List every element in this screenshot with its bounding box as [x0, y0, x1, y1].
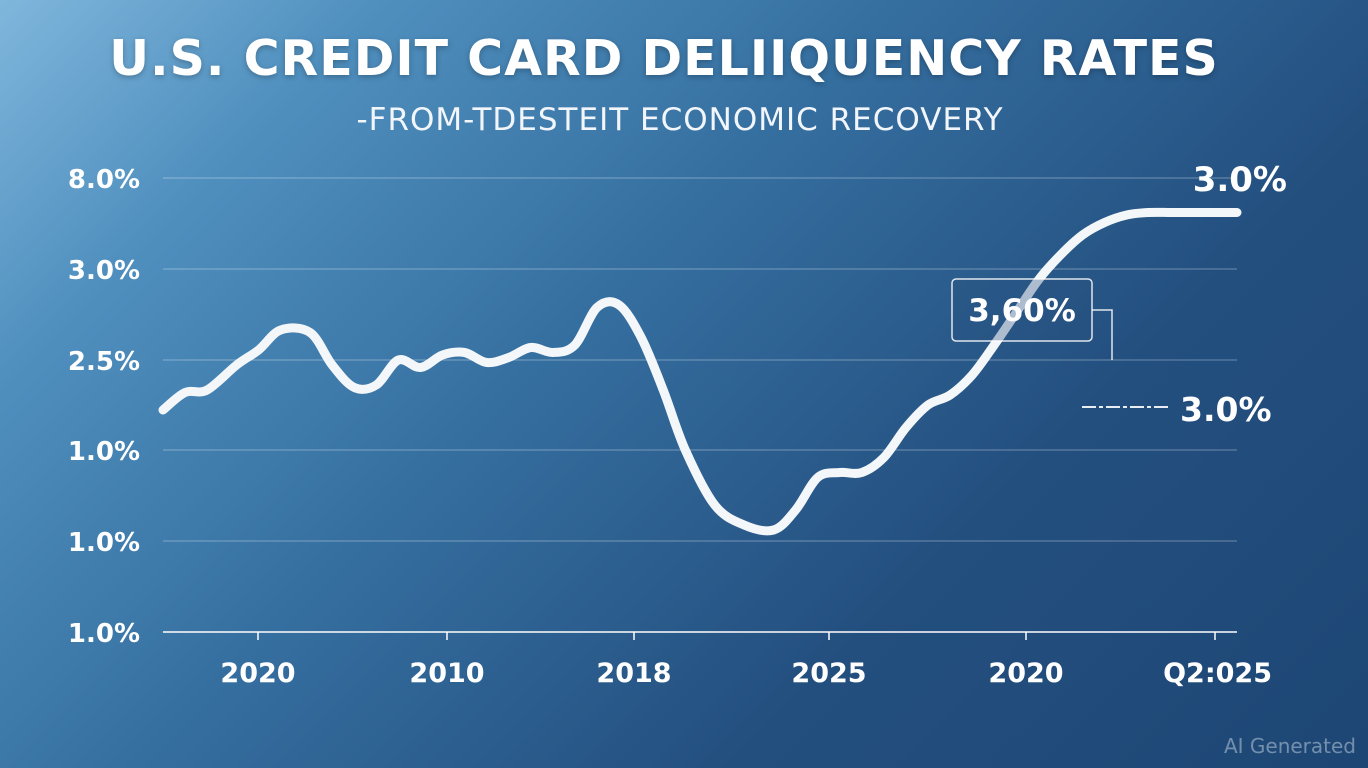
chart-subtitle: -FROM-TDESTEIT ECONOMIC RECOVERY: [356, 102, 1004, 138]
callout-label: 3,60%: [968, 293, 1076, 329]
x-tick-label: 2020: [220, 658, 295, 689]
y-tick-label: 8.0%: [68, 165, 140, 195]
x-tick-label: 2010: [409, 658, 484, 689]
y-tick-label: 1.0%: [68, 437, 140, 467]
y-tick-label: 3.0%: [68, 256, 140, 286]
y-tick-label: 2.5%: [68, 347, 140, 377]
annotations: 3.0% 3,60% 3.0%: [951, 160, 1287, 429]
x-axis-ticks: 2020 2010 2018 2025 2020 Q2:025: [220, 632, 1272, 689]
x-tick-label: 2020: [988, 658, 1063, 689]
x-tick-label: Q2:025: [1163, 658, 1272, 689]
delinquency-line: [158, 207, 1242, 536]
chart-title: U.S. CREDIT CARD DELIIQUENCY RATES: [109, 30, 1219, 87]
y-tick-label: 1.0%: [68, 528, 140, 558]
x-tick-label: 2025: [791, 658, 866, 689]
y-tick-label: 1.0%: [68, 619, 140, 649]
endpoint-label: 3.0%: [1193, 160, 1287, 200]
leader-label: 3.0%: [1180, 390, 1272, 429]
ai-generated-watermark: AI Generated: [1223, 734, 1356, 758]
callout-connector: [1092, 309, 1113, 360]
x-tick-label: 2018: [596, 658, 671, 689]
y-axis-ticks: 8.0% 3.0% 2.5% 1.0% 1.0% 1.0%: [68, 165, 140, 649]
gridlines: [163, 177, 1237, 633]
